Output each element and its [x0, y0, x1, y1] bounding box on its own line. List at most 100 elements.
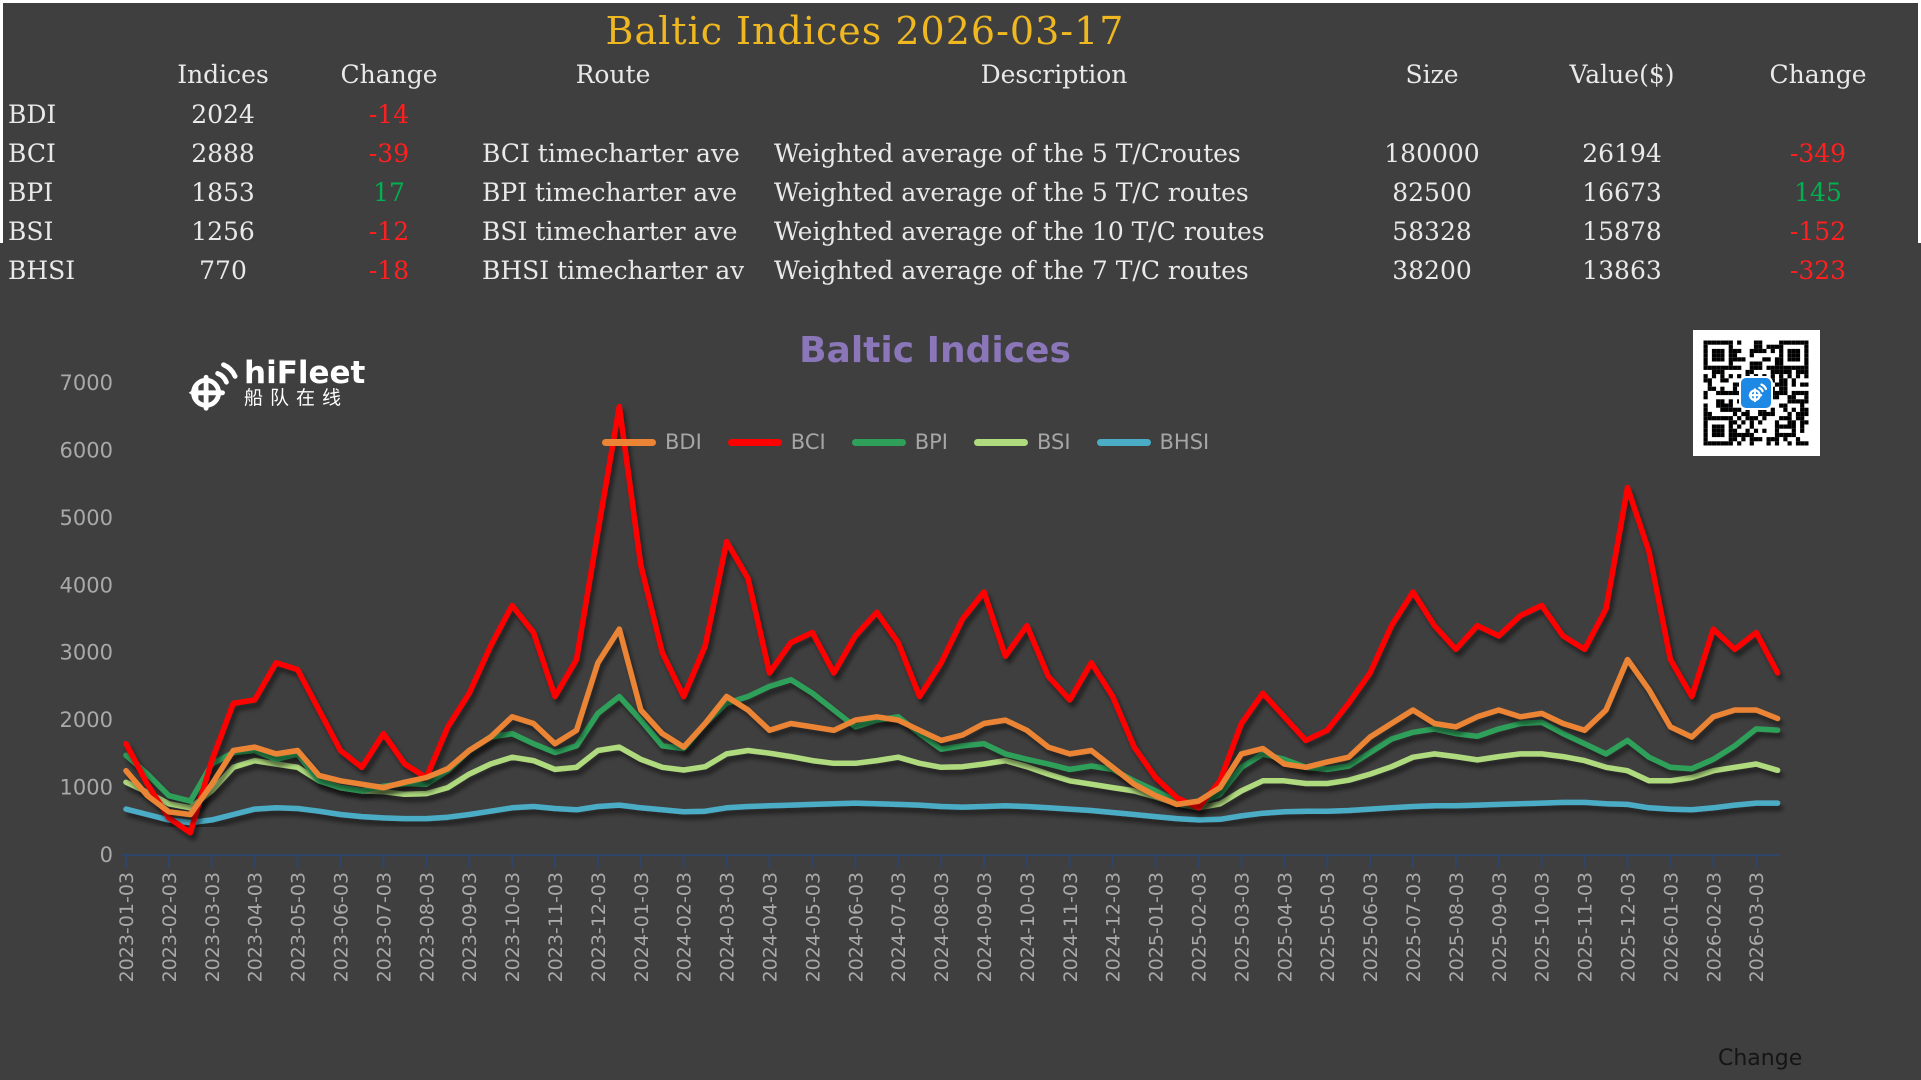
table-row-bdi: BDI 2024 -14	[0, 100, 1921, 130]
svg-text:2023-08-03: 2023-08-03	[416, 872, 438, 982]
chart-lines	[123, 403, 1781, 836]
top-edge	[0, 0, 1921, 3]
svg-text:2026-02-03: 2026-02-03	[1703, 872, 1725, 982]
svg-text:2026-01-03: 2026-01-03	[1660, 872, 1682, 982]
svg-text:1000: 1000	[60, 776, 113, 800]
svg-text:2024-10-03: 2024-10-03	[1017, 872, 1039, 982]
header-size: Size	[1405, 60, 1459, 89]
svg-text:2025-09-03: 2025-09-03	[1489, 872, 1511, 982]
svg-text:2023-07-03: 2023-07-03	[373, 872, 395, 982]
index-name: BPI	[8, 178, 54, 207]
header-route: Route	[575, 60, 651, 89]
description-cell: Weighted average of the 5 T/Croutes	[774, 139, 1241, 168]
footer-change-label: Change	[1718, 1046, 1803, 1071]
index-name: BCI	[8, 139, 56, 168]
svg-text:2026-03-03: 2026-03-03	[1746, 872, 1768, 982]
right-edge	[1918, 0, 1921, 243]
svg-text:2024-01-03: 2024-01-03	[631, 872, 653, 982]
svg-text:2023-06-03: 2023-06-03	[331, 872, 353, 982]
svg-text:4000: 4000	[60, 573, 113, 597]
index-value: 1853	[191, 178, 255, 207]
svg-text:2024-05-03: 2024-05-03	[802, 872, 824, 982]
hifleet-globe-icon	[188, 362, 238, 411]
svg-text:3000: 3000	[60, 641, 113, 665]
qr-center-logo	[1739, 376, 1773, 410]
svg-text:2025-01-03: 2025-01-03	[1146, 872, 1168, 982]
description-cell: Weighted average of the 10 T/C routes	[774, 217, 1265, 246]
qr-code	[1693, 330, 1820, 456]
index-name: BSI	[8, 217, 54, 246]
value-change-cell: -323	[1789, 256, 1847, 285]
legend-item-bhsi[interactable]: BHSI	[1096, 430, 1210, 454]
svg-text:2024-07-03: 2024-07-03	[888, 872, 910, 982]
hifleet-globe-icon-small	[1748, 383, 1767, 403]
value-change-cell: 145	[1794, 178, 1842, 207]
index-change: -14	[368, 100, 410, 129]
svg-text:2023-09-03: 2023-09-03	[459, 872, 481, 982]
svg-text:2025-12-03: 2025-12-03	[1618, 872, 1640, 982]
svg-text:2025-03-03: 2025-03-03	[1231, 872, 1253, 982]
header-description: Description	[980, 60, 1128, 89]
svg-text:2023-05-03: 2023-05-03	[288, 872, 310, 982]
svg-text:2023-12-03: 2023-12-03	[588, 872, 610, 982]
svg-text:2025-11-03: 2025-11-03	[1575, 872, 1597, 982]
svg-text:2023-11-03: 2023-11-03	[545, 872, 567, 982]
index-value: 1256	[191, 217, 255, 246]
svg-text:2025-07-03: 2025-07-03	[1403, 872, 1425, 982]
size-cell: 58328	[1392, 217, 1472, 246]
table-row-bhsi: BHSI 770 -18 BHSI timecharter av Weighte…	[0, 256, 1921, 286]
svg-text:2025-05-03: 2025-05-03	[1317, 872, 1339, 982]
index-change: -12	[368, 217, 410, 246]
legend-item-bsi[interactable]: BSI	[973, 430, 1071, 454]
indices-table: Baltic Indices 2026-03-17 Indices Change…	[0, 0, 1921, 285]
legend-item-bdi[interactable]: BDI	[602, 430, 702, 454]
value-cell: 15878	[1582, 217, 1662, 246]
size-cell: 180000	[1384, 139, 1480, 168]
route-cell: BCI timecharter ave	[482, 139, 740, 168]
legend-swatch-bhsi	[1096, 438, 1151, 446]
svg-text:2023-04-03: 2023-04-03	[245, 872, 267, 982]
legend-label: BCI	[790, 430, 826, 454]
svg-text:2024-12-03: 2024-12-03	[1103, 872, 1125, 982]
chart-legend: BDI BCI BPI BSI BHSI	[602, 430, 1235, 454]
svg-text:7000: 7000	[60, 371, 113, 395]
header-value: Value($)	[1569, 60, 1675, 89]
svg-text:2025-08-03: 2025-08-03	[1446, 872, 1468, 982]
svg-text:2023-10-03: 2023-10-03	[502, 872, 524, 982]
legend-label: BPI	[914, 430, 948, 454]
size-cell: 38200	[1392, 256, 1472, 285]
description-cell: Weighted average of the 7 T/C routes	[774, 256, 1249, 285]
svg-text:2025-10-03: 2025-10-03	[1532, 872, 1554, 982]
index-value: 2888	[191, 139, 255, 168]
svg-text:2024-03-03: 2024-03-03	[717, 872, 739, 982]
legend-item-bci[interactable]: BCI	[727, 430, 826, 454]
table-header-row: Indices Change Route Description Size Va…	[0, 60, 1921, 90]
svg-text:2025-02-03: 2025-02-03	[1189, 872, 1211, 982]
svg-text:0: 0	[100, 843, 113, 867]
legend-swatch-bsi	[973, 438, 1028, 446]
svg-text:2023-01-03: 2023-01-03	[116, 872, 138, 982]
value-cell: 13863	[1582, 256, 1662, 285]
header-change-2: Change	[1769, 60, 1867, 89]
route-cell: BPI timecharter ave	[482, 178, 738, 207]
legend-item-bpi[interactable]: BPI	[851, 430, 948, 454]
size-cell: 82500	[1392, 178, 1472, 207]
svg-text:2024-11-03: 2024-11-03	[1060, 872, 1082, 982]
svg-text:2023-03-03: 2023-03-03	[202, 872, 224, 982]
chart-title: Baltic Indices	[799, 330, 1071, 371]
legend-swatch-bpi	[851, 438, 906, 446]
index-change: 17	[373, 178, 405, 207]
svg-text:2025-06-03: 2025-06-03	[1360, 872, 1382, 982]
legend-label: BHSI	[1159, 430, 1210, 454]
report-title: Baltic Indices 2026-03-17	[605, 9, 1125, 53]
svg-text:2024-08-03: 2024-08-03	[931, 872, 953, 982]
legend-label: BDI	[665, 430, 702, 454]
table-row-bpi: BPI 1853 17 BPI timecharter ave Weighted…	[0, 178, 1921, 208]
index-value: 770	[199, 256, 247, 285]
svg-text:2024-04-03: 2024-04-03	[760, 872, 782, 982]
svg-text:2024-06-03: 2024-06-03	[845, 872, 867, 982]
index-name: BDI	[8, 100, 57, 129]
index-change: -39	[368, 139, 410, 168]
svg-text:2024-02-03: 2024-02-03	[674, 872, 696, 982]
